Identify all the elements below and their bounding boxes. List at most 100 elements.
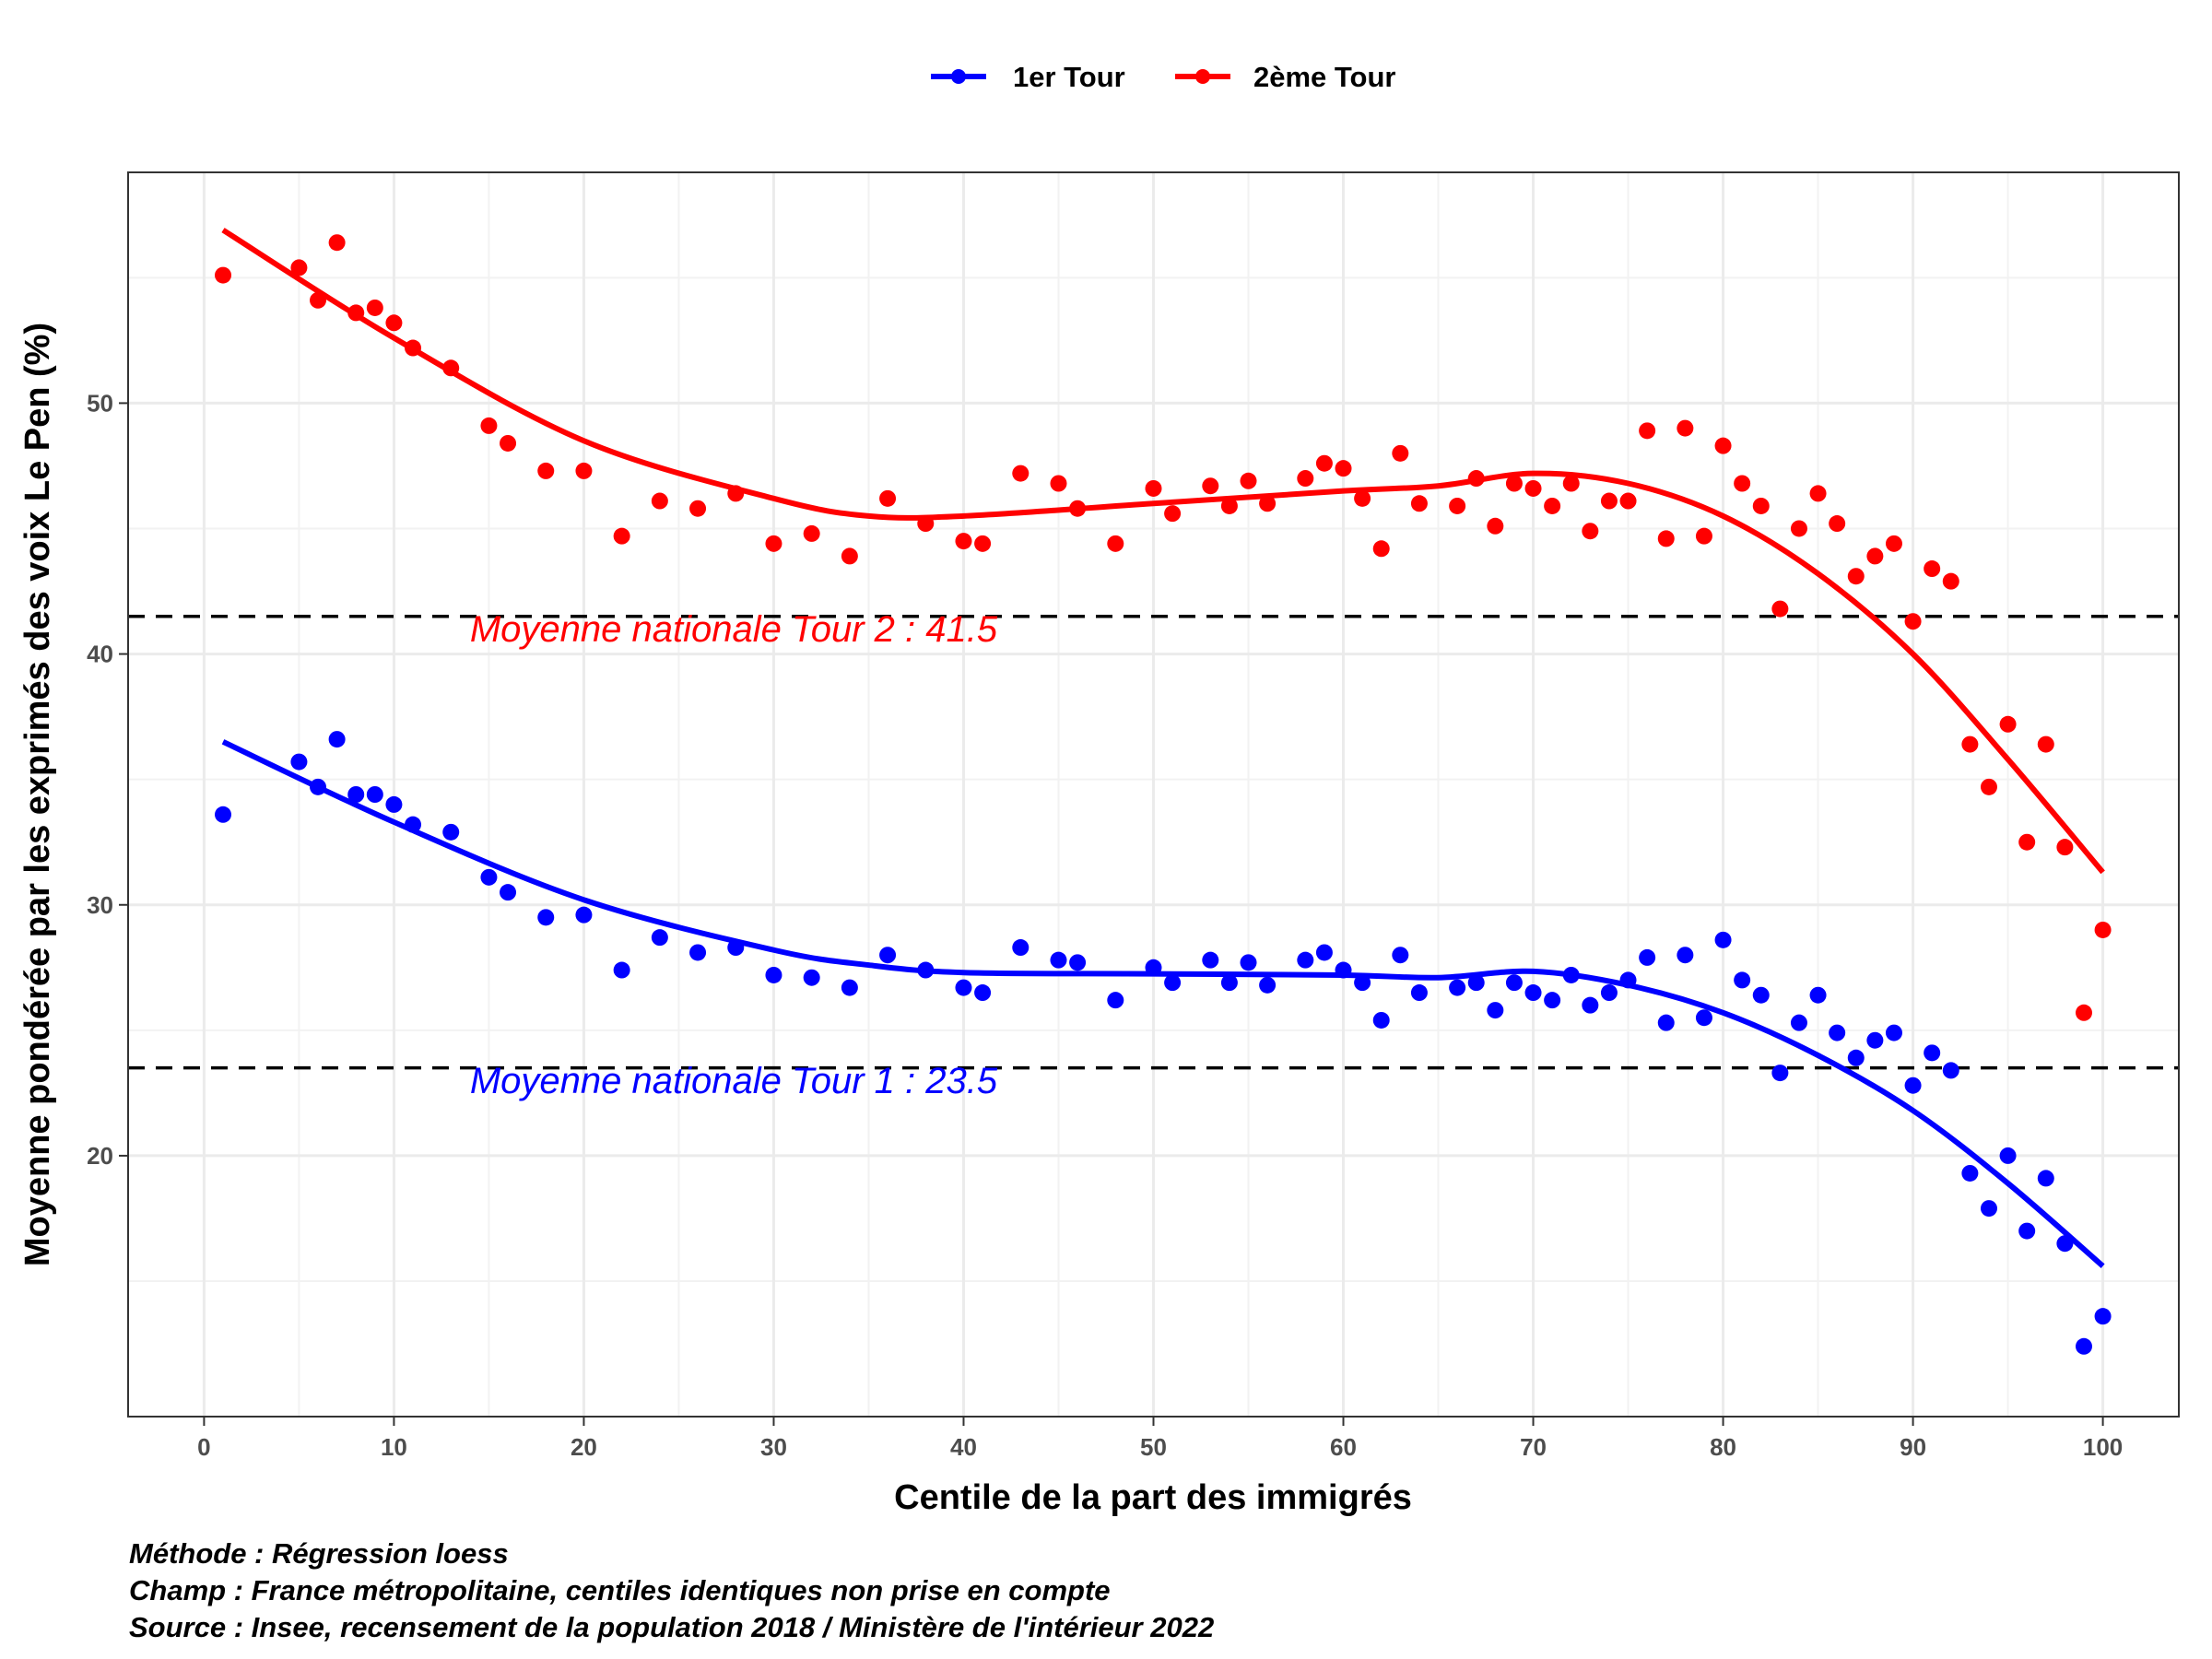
data-point-tour1	[1752, 986, 1770, 1004]
data-point-tour1	[765, 966, 782, 983]
data-point-tour1	[1980, 1200, 1997, 1218]
data-point-tour2	[1885, 535, 1902, 552]
data-point-tour2	[955, 533, 972, 550]
x-tick-label: 90	[1900, 1433, 1926, 1461]
data-point-tour1	[1259, 976, 1277, 994]
data-point-tour1	[1449, 979, 1466, 996]
data-point-tour2	[1202, 477, 1219, 495]
legend: 1er Tour 2ème Tour	[931, 61, 1395, 93]
x-tick-label: 60	[1330, 1433, 1357, 1461]
data-point-tour2	[1600, 492, 1618, 510]
data-point-tour2	[405, 339, 422, 357]
data-point-tour2	[841, 547, 858, 565]
data-point-tour2	[803, 524, 820, 542]
data-point-tour1	[1866, 1031, 1884, 1049]
data-point-tour1	[1164, 974, 1182, 992]
data-point-tour2	[1505, 475, 1523, 492]
data-point-tour1	[2075, 1337, 2092, 1355]
data-point-tour2	[537, 462, 555, 479]
data-point-tour2	[1961, 735, 1979, 753]
data-point-tour1	[1202, 951, 1219, 969]
data-point-tour2	[1999, 715, 2017, 733]
data-point-tour2	[1639, 422, 1656, 440]
data-point-tour2	[1297, 470, 1314, 488]
x-tick-label: 80	[1710, 1433, 1736, 1461]
data-point-tour2	[1619, 492, 1637, 510]
data-point-tour2	[879, 489, 897, 507]
data-point-tour1	[2094, 1308, 2112, 1325]
data-point-tour2	[1752, 497, 1770, 514]
data-point-tour2	[366, 299, 383, 316]
y-tick-label: 40	[87, 641, 113, 668]
data-point-tour1	[1639, 948, 1656, 966]
data-point-tour2	[1942, 572, 1959, 590]
x-tick-label: 10	[381, 1433, 407, 1461]
data-point-tour2	[689, 500, 707, 517]
data-point-tour1	[1315, 944, 1333, 961]
data-point-tour1	[1505, 974, 1523, 992]
data-point-tour2	[1354, 489, 1371, 507]
data-point-tour2	[310, 291, 327, 309]
data-point-tour1	[1069, 954, 1087, 971]
data-point-tour2	[1315, 454, 1333, 472]
data-point-tour1	[955, 979, 972, 996]
x-tick-label: 30	[760, 1433, 787, 1461]
grid	[128, 172, 2179, 1417]
data-point-tour2	[1771, 600, 1789, 618]
data-point-tour2	[613, 527, 630, 545]
loess-curve-tour1	[221, 739, 2105, 1268]
data-point-tour1	[1942, 1062, 1959, 1079]
data-point-tour1	[727, 939, 745, 957]
data-point-tour1	[1961, 1164, 1979, 1182]
y-tick-label: 20	[87, 1142, 113, 1170]
data-point-tour1	[1012, 939, 1030, 957]
data-point-tour1	[1392, 947, 1409, 964]
caption-scope: Champ : France métropolitaine, centiles …	[129, 1574, 1111, 1606]
data-point-tour1	[1847, 1049, 1865, 1066]
data-point-tour1	[575, 906, 593, 924]
data-point-tour2	[727, 485, 745, 502]
data-point-tour2	[1524, 479, 1542, 497]
data-point-tour1	[2018, 1222, 2036, 1240]
data-point-tour2	[1012, 465, 1030, 482]
data-point-tour2	[1790, 520, 1807, 537]
data-point-tour1	[1809, 986, 1827, 1004]
data-point-tour2	[2018, 833, 2036, 851]
data-point-tour1	[1145, 959, 1162, 976]
data-point-tour2	[1562, 475, 1580, 492]
data-point-tour2	[1107, 535, 1124, 552]
y-tick-label: 30	[87, 891, 113, 919]
y-axis-title: Moyenne pondérée par les exprimés des vo…	[18, 323, 57, 1266]
data-point-tour1	[215, 806, 232, 823]
caption-source: Source : Insee, recensement de la popula…	[129, 1611, 1215, 1643]
data-point-tour1	[974, 984, 992, 1002]
legend-marker-tour1	[951, 69, 966, 84]
data-point-tour1	[366, 786, 383, 803]
data-point-tour1	[1714, 931, 1732, 948]
data-point-tour2	[1829, 515, 1846, 533]
data-point-tour1	[1050, 951, 1067, 969]
data-point-tour1	[1524, 984, 1542, 1002]
x-tick-label: 20	[571, 1433, 597, 1461]
data-point-tour1	[310, 778, 327, 795]
data-point-tour2	[1449, 497, 1466, 514]
data-point-tour2	[1467, 470, 1485, 488]
data-point-tour1	[1562, 966, 1580, 983]
y-axis: 20 30 40 50	[87, 389, 128, 1170]
data-point-tour2	[328, 234, 346, 252]
data-point-tour2	[1335, 460, 1352, 477]
x-tick-label: 100	[2083, 1433, 2123, 1461]
data-point-tour1	[1999, 1147, 2017, 1164]
data-point-tour1	[1904, 1077, 1922, 1094]
data-point-tour2	[1487, 517, 1504, 535]
data-point-tour2	[1372, 540, 1390, 558]
data-point-tour2	[1734, 475, 1751, 492]
reference-label-tour2: Moyenne nationale Tour 2 : 41.5	[470, 609, 998, 650]
data-point-tour1	[1829, 1024, 1846, 1041]
data-point-tour1	[290, 753, 308, 771]
data-point-tour2	[2037, 735, 2054, 753]
legend-label-tour1: 1er Tour	[1013, 61, 1125, 93]
data-point-tour1	[500, 884, 517, 901]
data-point-tour1	[1487, 1002, 1504, 1019]
data-point-tour1	[2037, 1170, 2054, 1187]
